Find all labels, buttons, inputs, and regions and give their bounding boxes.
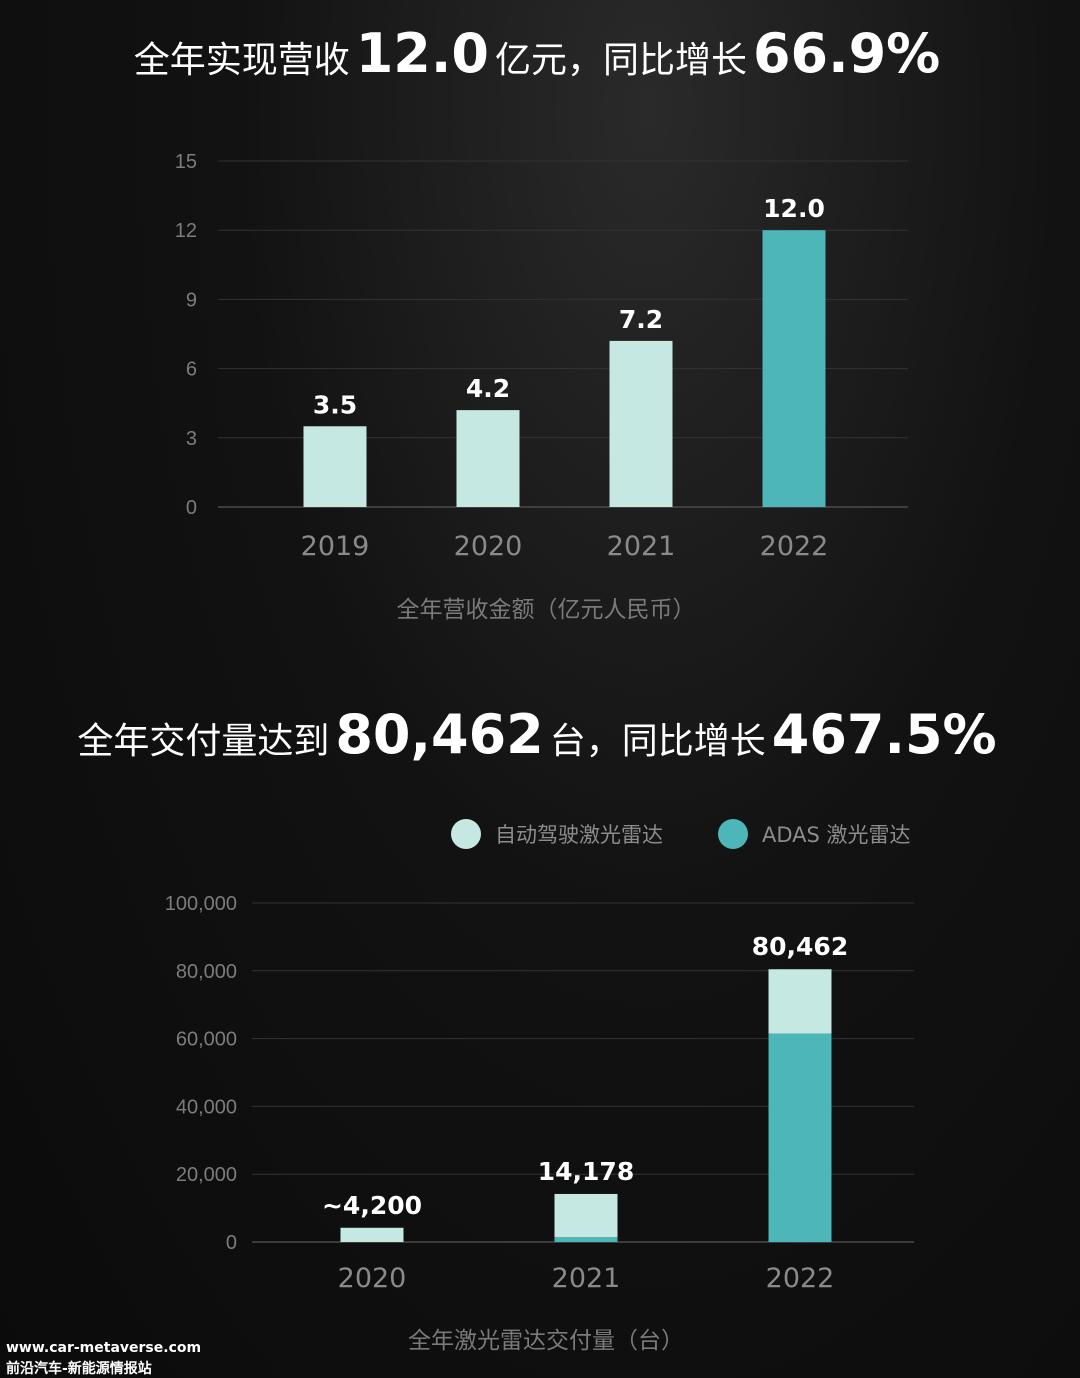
delivery-x-tick-label: 2022 [766,1263,835,1294]
revenue-axis-caption: 全年营收金额（亿元人民币） [397,597,696,623]
delivery-data-label: 14,178 [538,1157,634,1186]
delivery-bar-adas-segment [554,1237,618,1242]
delivery-headline-growth: 467.5% [771,703,997,766]
legend-label: 自动驾驶激光雷达 [495,823,663,847]
revenue-bar [762,230,826,507]
delivery-y-tick-label: 60,000 [176,1029,237,1051]
delivery-bar-autonomous-segment [340,1227,404,1242]
legend-swatch [451,819,481,849]
revenue-y-tick-label: 0 [186,497,197,519]
delivery-bar-autonomous-segment [768,969,832,1034]
revenue-y-tick-label: 6 [186,359,197,381]
delivery-bar-autonomous-segment [554,1193,618,1238]
revenue-headline-middle: 亿元，同比增长 [494,40,747,81]
watermark-url: www.car-metaverse.com [6,1340,202,1356]
delivery-headline-middle: 台，同比增长 [549,721,766,762]
revenue-headline: 全年实现营收 12.0 亿元，同比增长 66.9% [0,22,1080,85]
revenue-x-tick-label: 2021 [607,531,676,562]
revenue-y-tick-label: 9 [186,289,197,311]
delivery-bar-adas-segment [768,1033,832,1242]
revenue-x-tick-label: 2019 [301,531,370,562]
delivery-x-tick-label: 2021 [552,1263,621,1294]
revenue-bar [609,340,673,507]
revenue-data-label: 12.0 [763,194,825,223]
revenue-data-label: 7.2 [619,305,663,334]
delivery-data-label: 80,462 [752,932,848,961]
delivery-headline-prefix: 全年交付量达到 [77,721,330,762]
revenue-data-label: 3.5 [313,390,357,419]
revenue-headline-amount: 12.0 [355,22,489,85]
delivery-y-tick-label: 100,000 [165,893,237,915]
revenue-data-label: 4.2 [466,374,510,403]
revenue-headline-prefix: 全年实现营收 [133,40,350,81]
revenue-y-tick-label: 12 [175,220,197,242]
revenue-y-tick-label: 3 [186,428,197,450]
revenue-headline-growth: 66.9% [752,22,941,85]
legend-swatch [718,819,748,849]
revenue-bar [303,426,367,507]
delivery-axis-caption: 全年激光雷达交付量（台） [408,1328,684,1354]
revenue-x-tick-label: 2020 [454,531,523,562]
delivery-headline: 全年交付量达到 80,462 台，同比增长 467.5% [0,703,1080,766]
delivery-data-label: ~4,200 [322,1191,422,1220]
watermark-name: 前沿汽车-新能源情报站 [6,1361,152,1377]
revenue-x-tick-label: 2022 [760,531,829,562]
delivery-y-tick-label: 80,000 [176,961,237,983]
revenue-bar [456,410,520,507]
delivery-y-tick-label: 40,000 [176,1096,237,1118]
delivery-x-tick-label: 2020 [338,1263,407,1294]
delivery-y-tick-label: 20,000 [176,1164,237,1186]
revenue-y-tick-label: 15 [175,151,197,173]
legend-label: ADAS 激光雷达 [762,823,911,847]
delivery-y-tick-label: 0 [226,1232,237,1254]
delivery-headline-volume: 80,462 [335,703,544,766]
